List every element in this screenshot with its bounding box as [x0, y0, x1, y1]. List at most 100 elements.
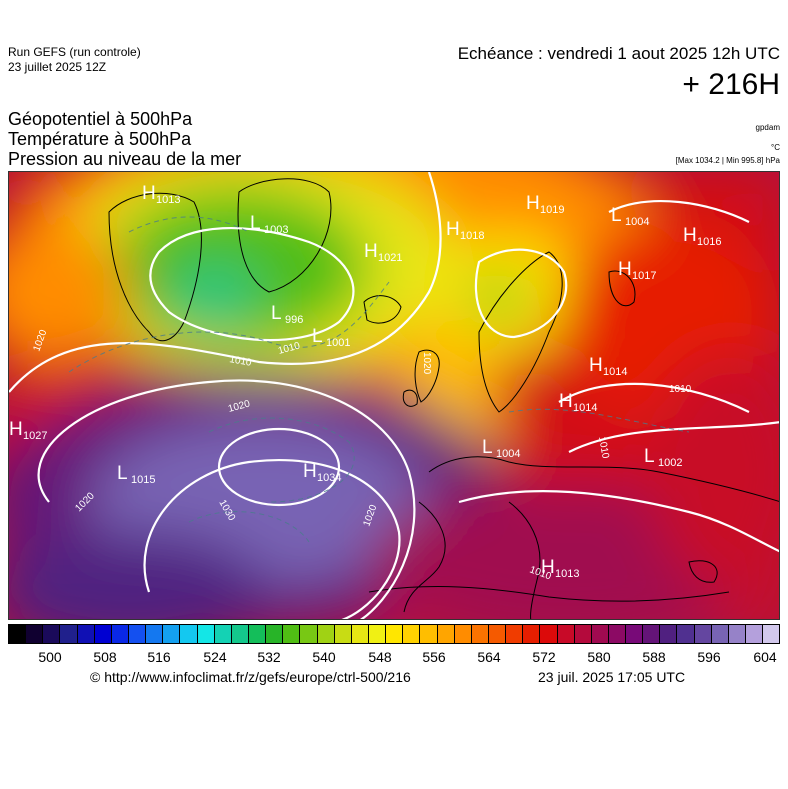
colorbar-cell [180, 625, 198, 643]
temperature-isotherms [68, 216, 690, 543]
pressure-center-type: L [117, 463, 128, 484]
pressure-center-value: 1002 [658, 457, 682, 469]
colorbar-cell [694, 625, 712, 643]
colorbar-cell [266, 625, 284, 643]
colorbar-cell [523, 625, 541, 643]
pressure-center-type: L [250, 213, 261, 234]
forecast-valid-time: Echéance : vendredi 1 aout 2025 12h UTC [457, 44, 780, 63]
weather-map: H 1013 L 1003 H 1021 L 996 L 1001 H 1018 H 1019 L 1004 H… [8, 171, 780, 620]
pressure-center-value: 1013 [156, 194, 180, 206]
colorbar-cell [334, 625, 352, 643]
isobar-label: 1010 [596, 436, 611, 460]
colorbar-tick-label: 580 [587, 649, 611, 665]
pressure-center-high: H 1019 [526, 193, 564, 216]
run-date: 23 juillet 2025 12Z [8, 60, 107, 74]
colorbar-cell [420, 625, 438, 643]
pressure-center-type: L [271, 303, 282, 324]
colorbar-cell [746, 625, 764, 643]
isobars [9, 172, 779, 619]
colorbar-tick-label: 532 [257, 649, 281, 665]
pressure-center-value: 1016 [697, 236, 721, 248]
pressure-center-type: L [611, 205, 622, 226]
pressure-center-value: 1018 [460, 230, 484, 242]
colorbar-tick-label: 596 [697, 649, 721, 665]
pressure-center-value: 1021 [378, 252, 402, 264]
pressure-center-type: H [559, 391, 573, 412]
pressure-center-high: H 1013 [541, 557, 579, 580]
colorbar-cell [728, 625, 747, 643]
title-geopotential: Géopotentiel à 500hPa [8, 109, 193, 129]
forecast-lead-time: + 216H [682, 68, 780, 101]
pressure-center-type: H [541, 557, 555, 578]
pressure-center-type: L [312, 326, 323, 347]
colorbar-cell [711, 625, 729, 643]
colorbar-cell [26, 625, 44, 643]
colorbar-cell [471, 625, 489, 643]
pressure-center-value: 1004 [625, 216, 649, 228]
colorbar-cell [94, 625, 112, 643]
colorbar-cell [60, 625, 78, 643]
pressure-center-type: H [142, 183, 156, 204]
colorbar-tick-label: 540 [312, 649, 336, 665]
colorbar-tick-label: 604 [753, 649, 777, 665]
pressure-center-value: 1027 [23, 430, 47, 442]
pressure-center-value: 1019 [540, 204, 564, 216]
pressure-center-type: L [644, 446, 655, 467]
pressure-center-value: 1017 [632, 270, 656, 282]
colorbar-cell [146, 625, 164, 643]
pressure-center-high: H 1014 [589, 355, 627, 378]
pressure-center-low: L 1003 [250, 213, 288, 236]
colorbar-cell [317, 625, 335, 643]
pressure-center-type: H [303, 461, 317, 482]
credit-url: © http://www.infoclimat.fr/z/gefs/europe… [90, 669, 411, 685]
colorbar-tick-label: 572 [532, 649, 556, 665]
pressure-center-type: H [589, 355, 603, 376]
pressure-center-value: 1014 [573, 402, 597, 414]
isobar-label: 1020 [421, 352, 432, 375]
title-pressure: Pression au niveau de la mer [8, 149, 242, 169]
colorbar-cell [351, 625, 369, 643]
colorbar-tick-label: 508 [93, 649, 117, 665]
geopotential-field [9, 172, 779, 619]
colorbar-cell [454, 625, 472, 643]
colorbar-tick-label: 556 [422, 649, 446, 665]
colorbar-tick-label: 564 [477, 649, 501, 665]
colorbar-cell [660, 625, 678, 643]
colorbar [8, 624, 780, 644]
pressure-center-value: 1004 [496, 448, 520, 460]
colorbar-cell [763, 625, 780, 643]
pressure-center-type: L [482, 437, 493, 458]
pressure-center-low: L 1004 [482, 437, 520, 460]
colorbar-cell [643, 625, 661, 643]
run-name: Run GEFS (run controle) [8, 45, 141, 59]
colorbar-tick-label: 548 [368, 649, 392, 665]
pressure-center-type: H [683, 225, 697, 246]
pressure-center-value: 1015 [131, 474, 155, 486]
colorbar-cell [574, 625, 592, 643]
colorbar-cell [283, 625, 301, 643]
pressure-center-type: H [446, 219, 460, 240]
pressure-center-high: H 1027 [9, 419, 47, 442]
colorbar-tick-label: 500 [38, 649, 62, 665]
unit-temperature: °C [771, 143, 780, 152]
pressure-center-value: 1014 [603, 366, 627, 378]
colorbar-cell [557, 625, 575, 643]
colorbar-cell [128, 625, 147, 643]
colorbar-cell [9, 625, 27, 643]
pressure-center-high: H 1014 [559, 391, 597, 414]
colorbar-tick-labels: 500 508 516 524 532 540 548 556 564 572 580 588 596 6… [8, 649, 780, 667]
pressure-center-type: H [618, 259, 632, 280]
colorbar-cell [248, 625, 267, 643]
colorbar-tick-label: 524 [203, 649, 227, 665]
credit-date: 23 juil. 2025 17:05 UTC [538, 669, 686, 685]
colorbar-cell [626, 625, 644, 643]
colorbar-cell [214, 625, 232, 643]
pressure-center-high: H 1016 [683, 225, 721, 248]
pressure-center-value: 1013 [555, 568, 579, 580]
isobar-label: 1010 [669, 384, 692, 395]
pressure-center-low: L 1004 [611, 205, 649, 228]
colorbar-cell [163, 625, 181, 643]
pressure-center-high: H 1034 [303, 461, 341, 484]
pressure-center-high: H 1021 [364, 241, 402, 264]
